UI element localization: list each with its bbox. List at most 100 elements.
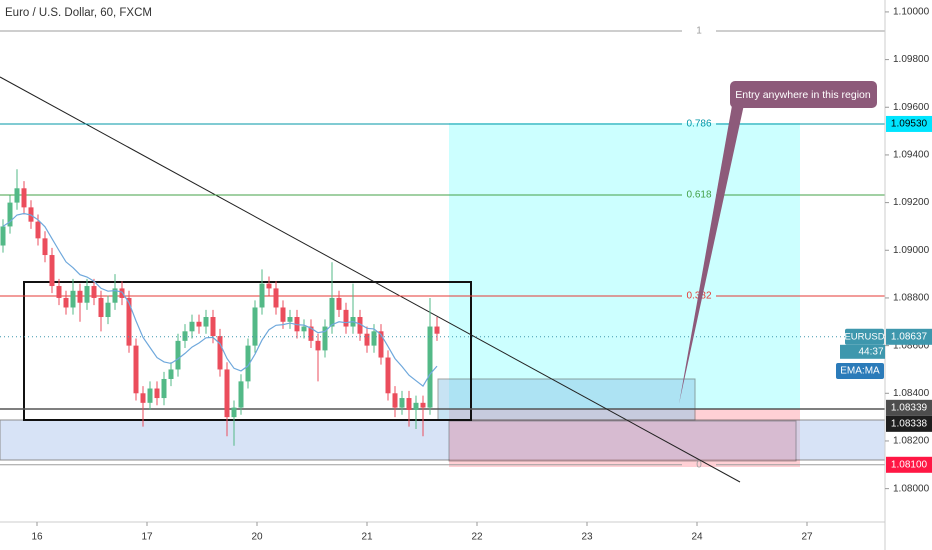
candle-body xyxy=(175,340,181,370)
candle-body xyxy=(14,188,20,203)
candle-body xyxy=(343,309,349,327)
timer-badge xyxy=(840,344,885,359)
candle-body xyxy=(7,202,13,227)
candle-body xyxy=(357,317,363,334)
candle-body xyxy=(273,288,279,308)
candle-body xyxy=(245,345,251,382)
symbol-label: EURUSD xyxy=(844,331,884,342)
y-tick-label: 1.08400 xyxy=(893,388,930,399)
candle-body xyxy=(189,321,195,332)
y-tick-label: 1.08000 xyxy=(893,483,930,494)
fib-label: 0.618 xyxy=(686,190,711,201)
candle-body xyxy=(252,307,258,346)
fib-label: 0.786 xyxy=(686,119,711,130)
range-box xyxy=(23,281,472,421)
candle-body xyxy=(98,297,104,318)
indicator-badge xyxy=(836,363,884,379)
y-tick-label: 1.09200 xyxy=(893,197,930,208)
candle-body xyxy=(315,340,321,351)
candle-body xyxy=(392,393,398,408)
candle-body xyxy=(280,307,286,322)
candle-body xyxy=(42,238,48,256)
candle-body xyxy=(203,317,209,327)
candle-body xyxy=(126,297,132,346)
candle-body xyxy=(301,326,307,332)
candle-body xyxy=(147,388,153,403)
candle-body xyxy=(84,286,90,303)
candle-body xyxy=(161,378,167,399)
x-tick-label: 16 xyxy=(31,532,43,543)
candle-body xyxy=(56,286,62,298)
candle-body xyxy=(364,333,370,346)
x-tick-label: 27 xyxy=(801,532,813,543)
y-tick-label: 1.08600 xyxy=(893,340,930,351)
price-badge xyxy=(886,399,932,416)
candle-body xyxy=(105,302,111,318)
price-badge-label: 1.08637 xyxy=(891,331,928,342)
y-tick-label: 1.08200 xyxy=(893,436,930,447)
candle-body xyxy=(63,297,69,308)
candle-body xyxy=(329,297,335,327)
candle-body xyxy=(259,283,265,308)
candle-body xyxy=(287,317,293,322)
fib-label: 1 xyxy=(696,26,702,37)
candle-body xyxy=(413,402,419,410)
callout-text: Entry anywhere in this region xyxy=(735,89,871,101)
candle-body xyxy=(399,398,405,408)
fib-label: 0 xyxy=(696,459,702,470)
x-tick-label: 21 xyxy=(361,532,373,543)
candle-body xyxy=(322,326,328,351)
chart-title: Euro / U.S. Dollar, 60, FXCM xyxy=(5,7,152,19)
y-tick-label: 1.09800 xyxy=(893,54,930,65)
candle-body xyxy=(238,381,244,408)
price-badge-label: 1.09530 xyxy=(891,119,928,130)
ema-line xyxy=(2,212,438,387)
price-badge-label: 1.08100 xyxy=(891,459,928,470)
callout-pointer xyxy=(679,100,745,404)
candle-body xyxy=(91,286,97,298)
candle-body xyxy=(427,326,433,408)
price-badge xyxy=(886,415,932,432)
x-tick-label: 24 xyxy=(691,532,703,543)
candle-body xyxy=(217,336,223,370)
candle-body xyxy=(266,283,272,289)
candle-body xyxy=(210,317,216,337)
candle-body xyxy=(231,407,237,418)
price-badge xyxy=(886,115,932,132)
candle-body xyxy=(0,226,6,246)
candle-body xyxy=(112,288,118,303)
candle-body xyxy=(434,326,440,334)
price-badge-label: 1.08338 xyxy=(891,418,928,429)
support-band xyxy=(0,419,886,461)
candle-body xyxy=(336,297,342,310)
indicator-label: EMA:MA xyxy=(840,366,880,377)
y-tick-label: 1.09000 xyxy=(893,245,930,256)
candle-body xyxy=(196,321,202,327)
price-badge xyxy=(886,456,932,473)
callout-box xyxy=(730,81,877,108)
candle-body xyxy=(21,188,27,208)
candle-body xyxy=(308,326,314,341)
x-tick-label: 23 xyxy=(581,532,593,543)
symbol-badge xyxy=(845,328,884,345)
candle-body xyxy=(224,369,230,418)
candle-body xyxy=(49,255,55,287)
candle-body xyxy=(70,290,76,308)
candle-body xyxy=(182,331,188,341)
x-tick-label: 22 xyxy=(471,532,483,543)
candle-body xyxy=(140,393,146,403)
candle-body xyxy=(378,331,384,358)
y-tick-label: 1.09400 xyxy=(893,150,930,161)
entry-box xyxy=(437,378,696,421)
timer-label: 44:37 xyxy=(858,346,883,357)
candle-body xyxy=(35,221,41,239)
y-tick-label: 1.08800 xyxy=(893,293,930,304)
x-tick-label: 20 xyxy=(251,532,263,543)
price-badge-label: 1.08339 xyxy=(891,402,928,413)
stop-box xyxy=(448,420,797,462)
candle-body xyxy=(406,398,412,410)
y-tick-label: 1.09600 xyxy=(893,102,930,113)
candle-body xyxy=(133,345,139,394)
candle-body xyxy=(154,388,160,399)
